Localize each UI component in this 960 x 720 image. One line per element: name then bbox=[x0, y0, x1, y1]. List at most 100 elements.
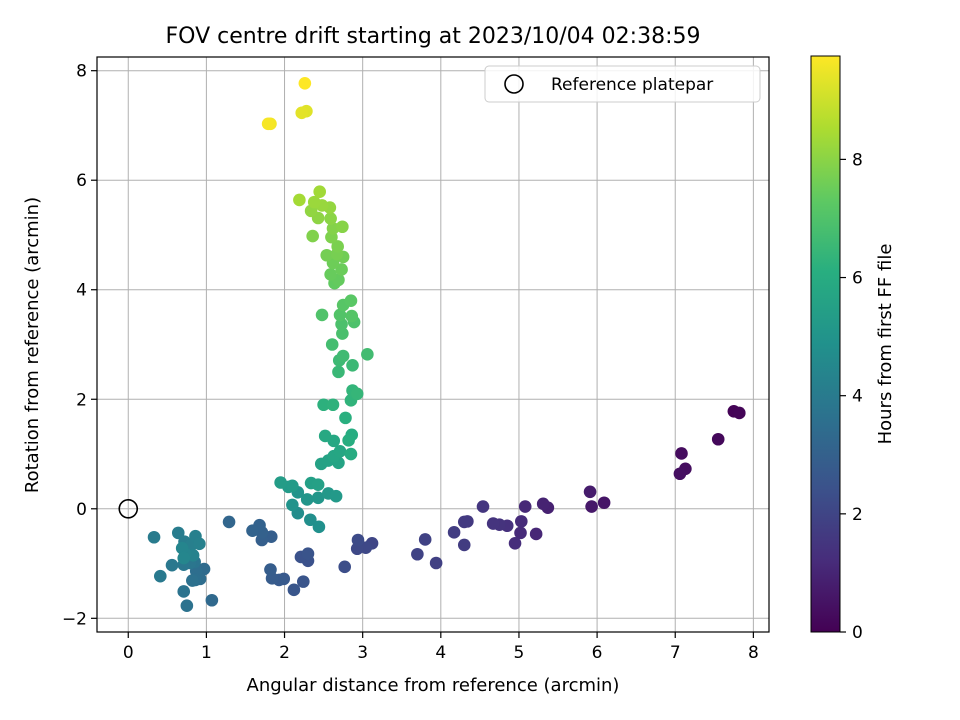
colorbar-tick-label: 4 bbox=[852, 387, 863, 407]
x-tick-label: 2 bbox=[279, 643, 290, 663]
data-point bbox=[261, 117, 275, 131]
x-tick-label: 5 bbox=[514, 643, 525, 663]
plot-frame bbox=[96, 56, 770, 633]
colorbar-tick-label: 6 bbox=[852, 269, 863, 289]
data-point bbox=[333, 308, 347, 322]
data-point bbox=[180, 599, 194, 613]
x-tick-label: 3 bbox=[357, 643, 368, 663]
y-tick-label: 8 bbox=[76, 62, 87, 82]
data-point bbox=[518, 500, 532, 513]
data-point bbox=[313, 185, 326, 199]
data-point bbox=[476, 500, 490, 513]
data-point bbox=[324, 212, 337, 225]
y-tick-label: 0 bbox=[76, 500, 87, 520]
data-point bbox=[333, 444, 347, 458]
reference-marker bbox=[118, 498, 139, 519]
x-tick-label: 4 bbox=[435, 643, 446, 663]
data-point bbox=[336, 220, 349, 234]
data-point bbox=[338, 560, 352, 574]
x-tick-label: 0 bbox=[123, 643, 134, 663]
legend: Reference platepar bbox=[484, 65, 761, 103]
data-point bbox=[429, 556, 443, 570]
data-point bbox=[286, 498, 299, 512]
data-point bbox=[153, 569, 167, 583]
data-point bbox=[175, 541, 189, 555]
data-point bbox=[165, 558, 179, 572]
colorbar-ticks: 0 2 4 6 8 bbox=[840, 150, 863, 643]
data-point bbox=[597, 496, 611, 510]
x-tick-label: 6 bbox=[592, 643, 603, 663]
data-point bbox=[304, 513, 317, 527]
data-point bbox=[264, 563, 277, 576]
data-point bbox=[193, 537, 206, 551]
data-point bbox=[331, 240, 344, 253]
x-tick-label: 8 bbox=[748, 643, 759, 663]
data-point bbox=[457, 515, 471, 529]
data-point bbox=[514, 526, 527, 540]
data-point bbox=[286, 479, 299, 493]
data-point bbox=[311, 478, 325, 491]
y-tick-label: 4 bbox=[76, 281, 87, 301]
data-point bbox=[325, 338, 339, 351]
data-point bbox=[326, 222, 340, 235]
data-point bbox=[514, 515, 528, 528]
data-point bbox=[508, 536, 522, 550]
data-point bbox=[447, 526, 461, 539]
data-point bbox=[301, 547, 315, 560]
y-tick-label: 6 bbox=[76, 171, 87, 191]
legend-box bbox=[484, 65, 761, 103]
data-point bbox=[205, 593, 219, 607]
colorbar-tick-label: 0 bbox=[852, 623, 863, 643]
data-point bbox=[147, 530, 161, 544]
data-point bbox=[585, 500, 598, 513]
data-point bbox=[411, 547, 424, 561]
y-tick-label: 2 bbox=[76, 390, 87, 410]
chart-title: FOV centre drift starting at 2023/10/04 … bbox=[166, 24, 701, 49]
data-point bbox=[344, 294, 358, 307]
colorbar bbox=[810, 55, 841, 633]
x-axis-label: Angular distance from reference (arcmin) bbox=[247, 675, 620, 696]
y-tick-label: −2 bbox=[62, 609, 87, 629]
data-points bbox=[147, 76, 746, 613]
data-point bbox=[311, 491, 325, 505]
data-point bbox=[171, 526, 185, 540]
data-point bbox=[326, 398, 340, 412]
data-point bbox=[186, 574, 199, 587]
data-point bbox=[418, 533, 432, 546]
data-point bbox=[361, 348, 374, 361]
data-point bbox=[177, 585, 191, 598]
data-point bbox=[246, 524, 259, 537]
data-point bbox=[529, 527, 543, 541]
data-point bbox=[711, 432, 725, 446]
legend-reference-label: Reference platepar bbox=[551, 75, 713, 95]
data-point bbox=[315, 308, 329, 322]
y-axis-ticks: −2 0 2 4 6 8 bbox=[62, 62, 97, 629]
data-point bbox=[296, 575, 310, 588]
data-point bbox=[351, 533, 365, 547]
x-tick-label: 1 bbox=[201, 643, 212, 663]
data-point bbox=[344, 447, 358, 461]
data-point bbox=[336, 349, 350, 363]
data-point bbox=[307, 195, 321, 209]
data-point bbox=[306, 229, 319, 243]
x-axis-ticks: 0 1 2 3 4 5 6 7 8 bbox=[123, 632, 759, 663]
data-point bbox=[336, 327, 349, 340]
data-point bbox=[320, 248, 334, 262]
data-point bbox=[675, 447, 688, 460]
data-point bbox=[300, 493, 314, 506]
data-point bbox=[733, 406, 746, 420]
data-point bbox=[318, 429, 332, 443]
data-point bbox=[222, 515, 236, 529]
data-point bbox=[324, 268, 337, 281]
data-point bbox=[332, 365, 345, 379]
x-tick-label: 7 bbox=[670, 643, 681, 663]
data-point bbox=[335, 317, 348, 331]
data-point bbox=[339, 411, 352, 425]
y-axis-label: Rotation from reference (arcmin) bbox=[22, 197, 43, 493]
data-point bbox=[536, 497, 550, 511]
data-point bbox=[293, 193, 306, 207]
data-point bbox=[287, 583, 301, 597]
data-point bbox=[329, 489, 343, 503]
colorbar-label: Hours from first FF file bbox=[875, 244, 896, 445]
